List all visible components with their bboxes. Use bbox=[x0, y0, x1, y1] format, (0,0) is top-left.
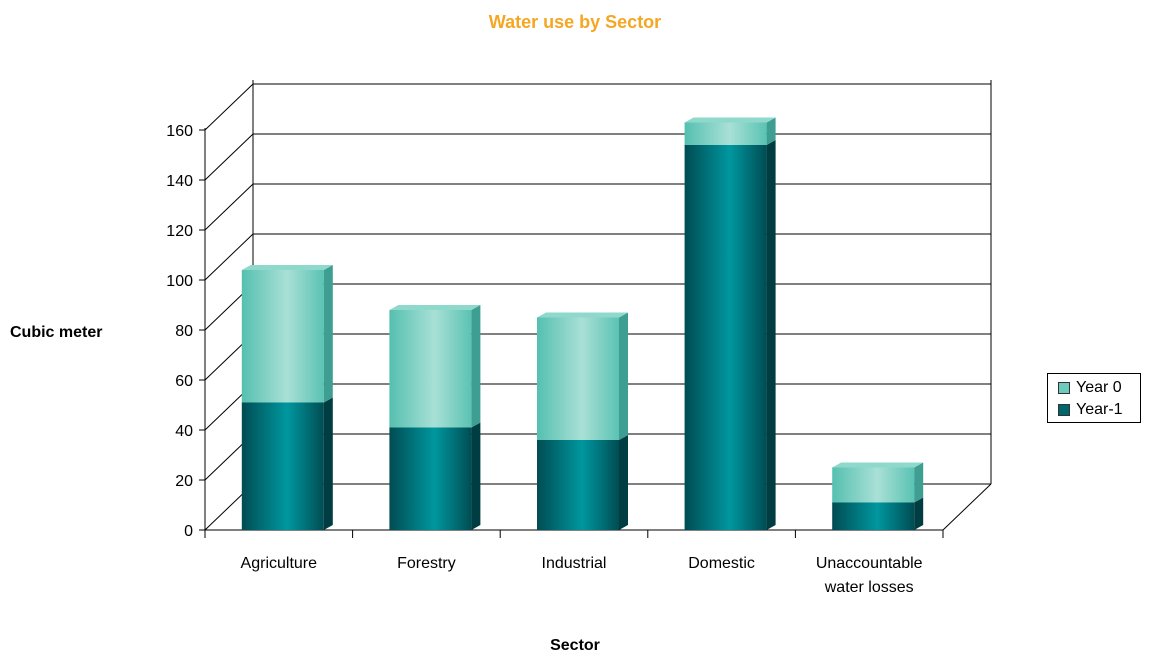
bar-year-0-side bbox=[766, 117, 776, 145]
x-tick-label: Agriculture bbox=[241, 555, 318, 572]
bar-year-0-side bbox=[323, 265, 333, 403]
y-tick-label: 160 bbox=[166, 123, 193, 140]
legend: Year 0 Year-1 bbox=[1047, 373, 1141, 423]
bar-year-1 bbox=[684, 140, 776, 530]
x-tick-label: Unaccountable bbox=[816, 555, 923, 572]
bar-year-0-top bbox=[241, 265, 333, 270]
legend-label-year-1: Year-1 bbox=[1076, 401, 1123, 418]
bar-year-0-front bbox=[389, 310, 472, 428]
bar-year-0 bbox=[832, 462, 924, 503]
bar-year-0-top bbox=[832, 462, 924, 468]
legend-swatch-year-0 bbox=[1058, 382, 1070, 394]
side-gridline bbox=[204, 183, 254, 231]
bar-year-1 bbox=[537, 435, 628, 530]
bar-year-1-side bbox=[471, 422, 481, 530]
bar-year-1-side bbox=[914, 497, 924, 530]
bar-year-1-front bbox=[684, 145, 767, 530]
bar-year-1 bbox=[832, 497, 924, 530]
legend-swatch-year-1 bbox=[1058, 404, 1070, 416]
bar-year-0-front bbox=[832, 467, 915, 503]
x-tick-label: water losses bbox=[824, 579, 914, 596]
bar-year-1-front bbox=[389, 427, 472, 530]
bar-year-0 bbox=[389, 305, 481, 428]
legend-item-year-0: Year 0 bbox=[1058, 378, 1122, 398]
y-tick-label: 40 bbox=[175, 423, 193, 440]
floor-right-edge bbox=[942, 483, 992, 531]
y-tick-label: 20 bbox=[175, 473, 193, 490]
bar-year-0-side bbox=[619, 312, 628, 440]
legend-item-year-1: Year-1 bbox=[1058, 400, 1123, 420]
bar-year-0-side bbox=[914, 462, 924, 503]
bar-year-0-top bbox=[389, 305, 481, 310]
bar-year-0-top bbox=[537, 312, 628, 318]
chart-title: Water use by Sector bbox=[488, 12, 662, 32]
y-tick-label: 120 bbox=[166, 223, 193, 240]
bar-year-1-side bbox=[766, 140, 776, 530]
legend-label-year-0: Year 0 bbox=[1076, 379, 1122, 396]
y-tick-label: 80 bbox=[175, 323, 193, 340]
bar-year-0-front bbox=[537, 317, 619, 440]
x-tick-label: Domestic bbox=[688, 555, 755, 572]
y-axis-label: Cubic meter bbox=[10, 324, 103, 341]
bar-year-1-front bbox=[537, 440, 619, 530]
side-gridline bbox=[204, 83, 254, 131]
x-tick-label: Industrial bbox=[542, 555, 607, 572]
x-axis-label: Sector bbox=[550, 637, 600, 654]
x-tick-label: Forestry bbox=[397, 555, 456, 572]
bar-year-1-front bbox=[832, 502, 915, 530]
bar-year-0-front bbox=[241, 270, 324, 403]
bar-year-1-front bbox=[241, 402, 324, 530]
bar-year-0-top bbox=[684, 117, 776, 123]
bar-year-1-side bbox=[323, 397, 333, 530]
bar-year-0 bbox=[684, 117, 776, 145]
y-tick-label: 100 bbox=[166, 273, 193, 290]
bar-year-0-front bbox=[684, 122, 767, 145]
side-gridline bbox=[204, 233, 254, 281]
bar-year-1 bbox=[389, 422, 481, 530]
bar-year-1-side bbox=[619, 435, 628, 530]
y-tick-label: 0 bbox=[184, 523, 193, 540]
side-gridline bbox=[204, 133, 254, 181]
bar-year-0 bbox=[241, 265, 333, 403]
y-tick-label: 140 bbox=[166, 173, 193, 190]
y-tick-label: 60 bbox=[175, 373, 193, 390]
bar-year-1 bbox=[241, 397, 333, 530]
bar-year-0-side bbox=[471, 305, 481, 428]
bar-year-0 bbox=[537, 312, 628, 440]
